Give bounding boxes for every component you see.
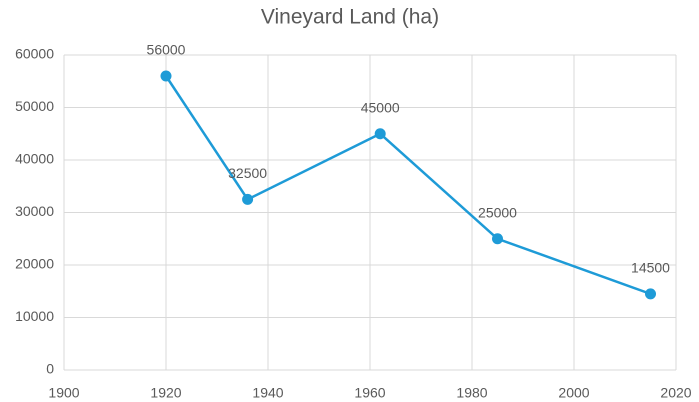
x-tick-label: 1900 <box>48 385 79 401</box>
data-label: 25000 <box>478 204 517 220</box>
chart-title: Vineyard Land (ha) <box>261 6 439 29</box>
x-tick-label: 2000 <box>558 385 589 401</box>
data-point <box>492 233 503 245</box>
y-tick-label: 10000 <box>15 308 54 324</box>
y-tick-label: 30000 <box>15 203 54 219</box>
data-label: 14500 <box>631 260 670 276</box>
x-tick-label: 2020 <box>660 385 691 401</box>
x-tick-label: 1940 <box>252 385 283 401</box>
data-point <box>242 193 254 205</box>
x-tick-label: 1960 <box>354 385 385 401</box>
data-point <box>160 70 172 82</box>
y-tick-label: 50000 <box>15 98 54 114</box>
y-tick-label: 40000 <box>15 151 54 167</box>
x-tick-label: 1920 <box>150 385 181 401</box>
data-label: 56000 <box>147 42 186 58</box>
y-tick-label: 0 <box>46 361 54 377</box>
data-label: 32500 <box>228 165 267 181</box>
y-tick-label: 60000 <box>15 46 54 62</box>
y-tick-label: 20000 <box>15 256 54 272</box>
data-point <box>645 288 656 300</box>
data-label: 45000 <box>361 99 400 115</box>
x-tick-label: 1980 <box>456 385 487 401</box>
data-point <box>374 128 386 140</box>
data-line <box>164 75 651 296</box>
